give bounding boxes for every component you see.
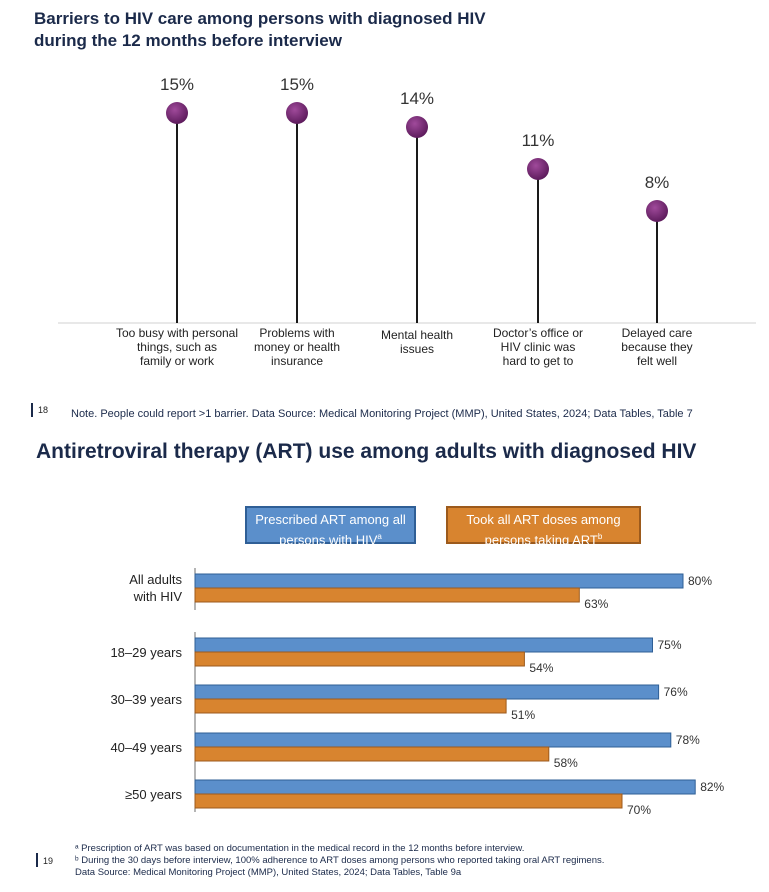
lollipop-point — [286, 102, 308, 124]
lollipop-value-label: 14% — [399, 89, 435, 108]
legend-took-line2-wrap: persons taking ARTb — [448, 528, 639, 548]
bar-took-all-doses — [194, 698, 507, 714]
bar-took-all-doses — [194, 651, 525, 667]
bar-value-label: 76% — [664, 685, 688, 699]
legend-prescribed-line2: persons with HIV — [279, 532, 378, 548]
bar-category-label: 30–39 years — [110, 691, 182, 707]
bar-value-label: 58% — [554, 756, 578, 770]
bar-prescribed-art — [194, 637, 653, 653]
lollipop-category-label: Delayed care because they felt well — [621, 326, 693, 368]
horizontal-bar-chart: 80% 63% 75% 54% 76% 51% 78% 58% 82% 70% — [194, 568, 725, 817]
page-marker-bar-19 — [36, 853, 38, 867]
footnote-source: Data Source: Medical Monitoring Project … — [75, 867, 462, 878]
bar-prescribed-art — [194, 684, 660, 700]
lollipop-value-label: 15% — [279, 75, 315, 94]
lollipop-chart — [58, 102, 756, 324]
lollipop-point — [406, 116, 428, 138]
bar-category-label: All adults with HIV — [129, 572, 182, 604]
lollipop-value-label: 8% — [644, 173, 670, 192]
lollipop-point — [166, 102, 188, 124]
legend-took-line1: Took all ART doses among — [466, 512, 621, 527]
bar-category-label: 18–29 years — [110, 644, 182, 660]
bar-category-label: 40–49 years — [110, 739, 182, 755]
bar-took-all-doses — [194, 793, 623, 809]
page-number-19: 19 — [43, 856, 54, 866]
chart1-note: Note. People could report >1 barrier. Da… — [71, 408, 693, 420]
bar-value-label: 63% — [584, 597, 608, 611]
footnote-a: ᵃ Prescription of ART was based on docum… — [75, 843, 525, 854]
legend-took-sup: b — [597, 532, 603, 541]
page-marker-bar-18 — [31, 403, 33, 417]
chart1-title-line2: during the 12 months before interview — [34, 31, 342, 50]
bar-took-all-doses — [194, 746, 550, 762]
chart1-title-line1: Barriers to HIV care among persons with … — [34, 9, 486, 28]
legend-prescribed-line1: Prescribed ART among all — [255, 512, 406, 527]
bar-prescribed-art — [194, 779, 696, 795]
footnote-b: ᵇ During the 30 days before interview, 1… — [75, 855, 605, 866]
legend-took-all-doses: Took all ART doses among persons taking … — [446, 506, 641, 547]
bar-value-label: 51% — [511, 708, 535, 722]
bar-value-label: 70% — [627, 803, 651, 817]
chart1-title: Barriers to HIV care among persons with … — [34, 8, 554, 52]
bar-took-all-doses — [194, 587, 580, 603]
lollipop-value-label: 15% — [159, 75, 195, 94]
chart2-footnotes: ᵃ Prescription of ART was based on docum… — [75, 843, 755, 879]
bar-value-label: 54% — [529, 661, 553, 675]
bar-prescribed-art — [194, 732, 672, 748]
bar-prescribed-art — [194, 573, 684, 589]
lollipop-category-label: Too busy with personal things, such as fam… — [115, 326, 239, 368]
legend-took-line2: persons taking ART — [484, 532, 598, 548]
lollipop-point — [646, 200, 668, 222]
bar-value-label: 78% — [676, 733, 700, 747]
page-number-18: 18 — [38, 405, 49, 415]
bar-value-label: 75% — [658, 638, 682, 652]
lollipop-point — [527, 158, 549, 180]
chart2-title: Antiretroviral therapy (ART) use among a… — [36, 440, 697, 463]
lollipop-category-label: Problems with money or health insurance — [253, 326, 341, 368]
lollipop-category-label: Doctor’s office or HIV clinic was hard to … — [492, 326, 584, 368]
legend-prescribed-line2-wrap: persons with HIVa — [247, 528, 414, 548]
bar-value-label: 80% — [688, 574, 712, 588]
lollipop-value-label: 11% — [521, 131, 555, 150]
legend-prescribed-art: Prescribed ART among all persons with HI… — [245, 506, 416, 547]
bar-value-label: 82% — [700, 780, 724, 794]
legend-prescribed-sup: a — [377, 532, 382, 541]
bar-category-label: ≥50 years — [125, 786, 182, 802]
lollipop-category-label: Mental health issues — [380, 328, 454, 356]
